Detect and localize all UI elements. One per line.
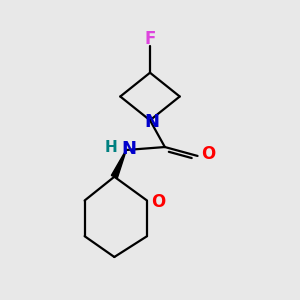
Text: H: H [104, 140, 117, 154]
Text: O: O [151, 193, 165, 211]
Text: F: F [144, 29, 156, 47]
Text: N: N [144, 113, 159, 131]
Polygon shape [111, 150, 126, 178]
Text: N: N [122, 140, 137, 158]
Text: O: O [201, 146, 215, 164]
